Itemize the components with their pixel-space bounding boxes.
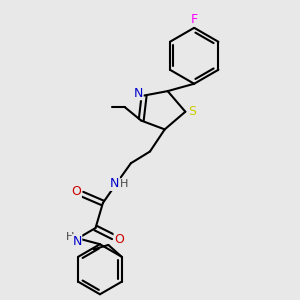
Text: O: O bbox=[114, 233, 124, 246]
Text: H: H bbox=[66, 232, 75, 242]
Text: N: N bbox=[134, 87, 143, 100]
Text: N: N bbox=[72, 235, 82, 248]
Text: F: F bbox=[190, 13, 198, 26]
Text: O: O bbox=[71, 185, 81, 198]
Text: H: H bbox=[120, 179, 129, 189]
Text: S: S bbox=[188, 105, 196, 118]
Text: N: N bbox=[110, 177, 119, 190]
